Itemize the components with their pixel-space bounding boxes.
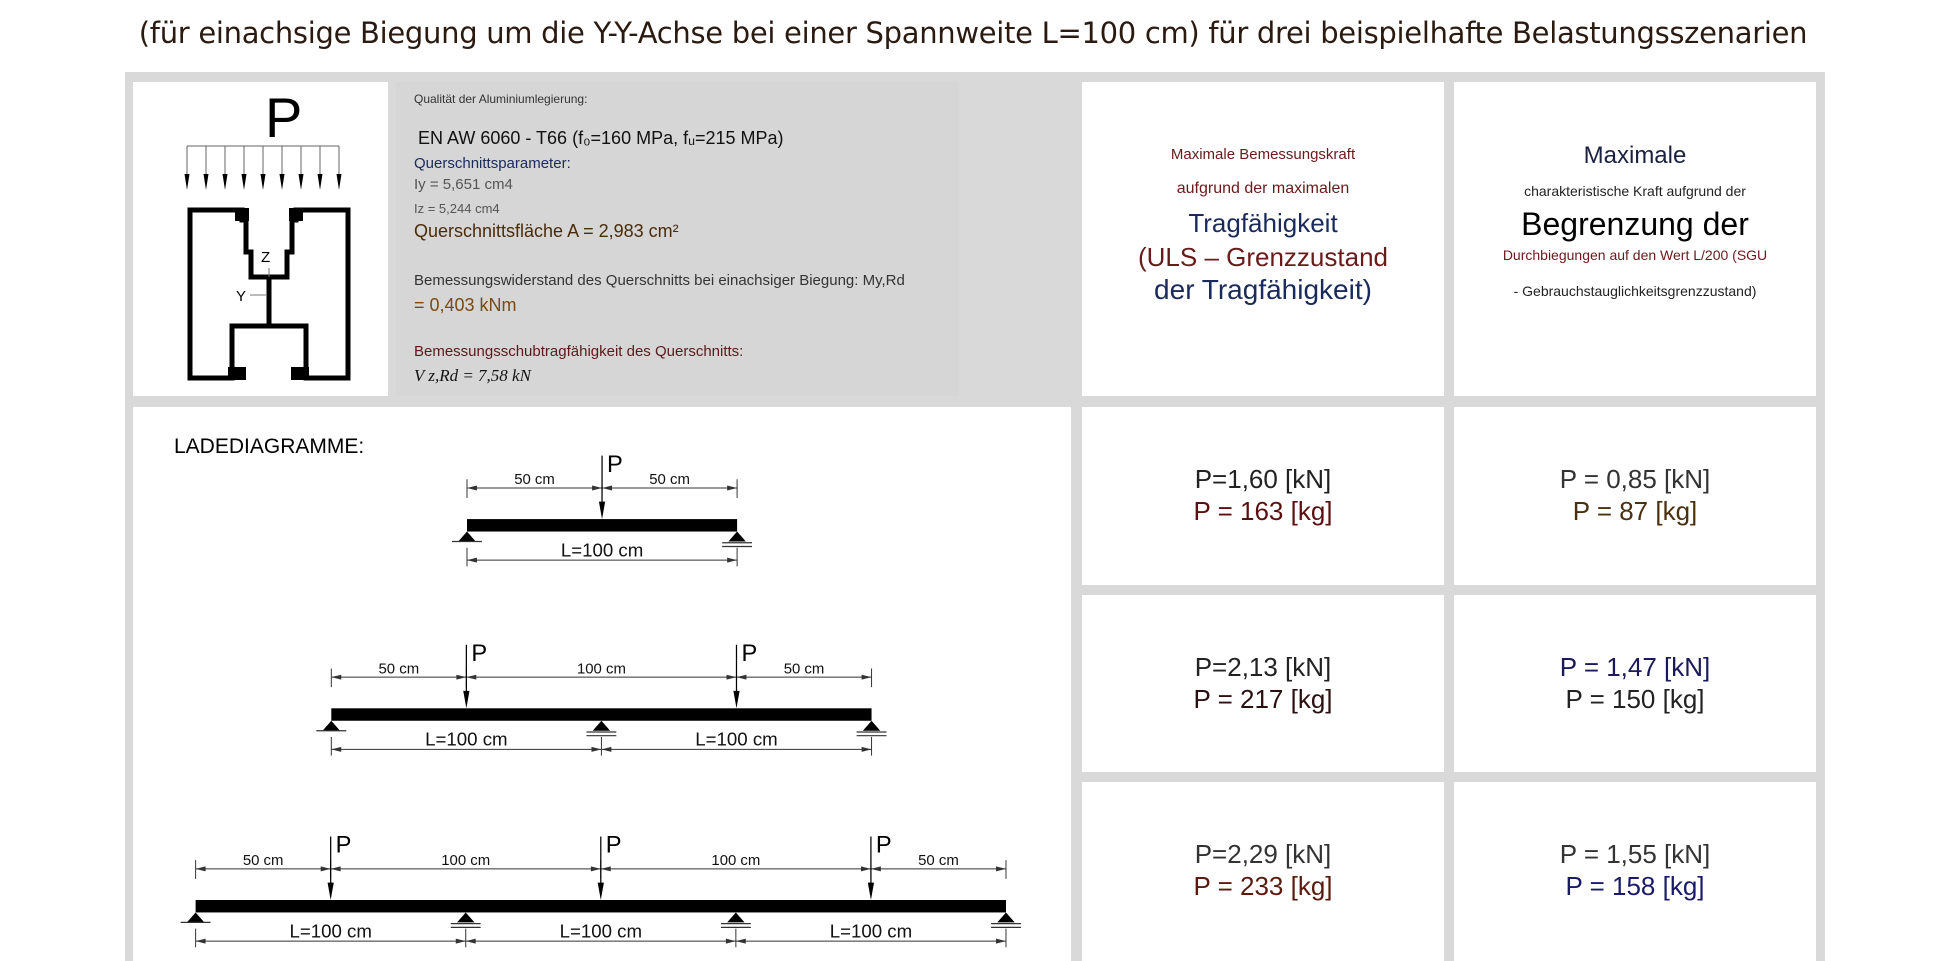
sgu-header-line: - Gebrauchstauglichkeitsgrenzzustand) [1513,283,1757,299]
uls-kg: P = 217 [kg] [1193,684,1333,714]
result-sgu-1: P = 0,85 [kN] P = 87 [kg] [1454,407,1816,585]
sgu-kg: P = 87 [kg] [1572,496,1698,526]
sgu-header-line: Begrenzung der [1521,206,1749,242]
uls-header-line: aufgrund der maximalen [1176,180,1350,197]
load-arrow-head [336,174,342,190]
distributed-load-icon [184,145,342,190]
sgu-kn: P = 1,47 [kN] [1559,652,1711,682]
sgu-header-line: Maximale [1583,142,1687,169]
result-sgu-3: P = 1,55 [kN] P = 158 [kg] [1454,782,1816,961]
load-arrow-head [184,174,190,190]
uls-kg: P = 233 [kg] [1193,871,1333,901]
sgu-kg: P = 158 [kg] [1565,871,1705,901]
load-arrow-head [317,174,323,190]
cross-section-cell: P Z Y [133,82,388,396]
uls-header-line: Maximale Bemessungskraft [1170,146,1356,163]
params-label: Querschnittsparameter: [414,155,571,172]
aluminium-profile-icon: Z Y [187,207,351,381]
shear-value: V z,Rd = 7,58 kN [414,366,531,385]
section-properties: Qualität der Aluminiumlegierung: EN AW 6… [396,82,959,396]
uls-header-line: Tragfähigkeit [1188,208,1338,238]
alloy-value: EN AW 6060 - T66 (f₀=160 MPa, fᵤ=215 MPa… [418,128,784,148]
result-uls-2: P=2,13 [kN] P = 217 [kg] [1082,595,1444,772]
iz-value: Iz = 5,244 cm4 [414,201,500,216]
load-arrow-head [222,174,228,190]
load-label: P [265,86,303,149]
uls-kn: P=2,29 [kN] [1194,839,1332,869]
sgu-kg: P = 150 [kg] [1565,684,1705,714]
moment-label: Bemessungswiderstand des Querschnitts be… [414,272,905,289]
result-sgu-2: P = 1,47 [kN] P = 150 [kg] [1454,595,1816,772]
area-value: Querschnittsfläche A = 2,983 cm² [414,221,679,241]
sgu-header-line: charakteristische Kraft aufgrund der [1524,183,1746,199]
page-title: (für einachsige Biegung um die Y-Y-Achse… [138,16,1808,50]
uls-kn: P=1,60 [kN] [1194,464,1332,494]
uls-kn: P=2,13 [kN] [1194,652,1332,682]
cross-section-drawing: Z Y [184,145,351,381]
z-axis-label: Z [261,249,270,266]
uls-header-line: der Tragfähigkeit) [1154,274,1372,305]
uls-kg: P = 163 [kg] [1193,496,1333,526]
load-arrow-head [241,174,247,190]
result-uls-3: P=2,29 [kN] P = 233 [kg] [1082,782,1444,961]
sgu-header-line: Durchbiegungen auf den Wert L/200 (SGU [1502,247,1768,263]
alloy-label: Qualität der Aluminiumlegierung: [414,92,588,106]
load-arrow-head [203,174,209,190]
load-arrow-head [260,174,266,190]
load-arrow-head [298,174,304,190]
iy-value: Iy = 5,651 cm4 [414,176,513,193]
result-uls-1: P=1,60 [kN] P = 163 [kg] [1082,407,1444,585]
uls-header-line: (ULS – Grenzzustand [1137,242,1388,272]
y-axis-label: Y [236,288,246,305]
load-arrow-head [279,174,285,190]
load-diagrams-heading: LADEDIAGRAMME: [174,435,365,458]
load-diagrams-cell: LADEDIAGRAMME: [133,407,1071,961]
moment-value: = 0,403 kNm [414,295,517,315]
sgu-kn: P = 1,55 [kN] [1559,839,1711,869]
shear-label: Bemessungsschubtragfähigkeit des Quersch… [414,343,744,360]
sgu-header: Maximale charakteristische Kraft aufgrun… [1454,82,1816,396]
sgu-kn: P = 0,85 [kN] [1559,464,1711,494]
uls-header: Maximale Bemessungskraft aufgrund der ma… [1082,82,1444,396]
